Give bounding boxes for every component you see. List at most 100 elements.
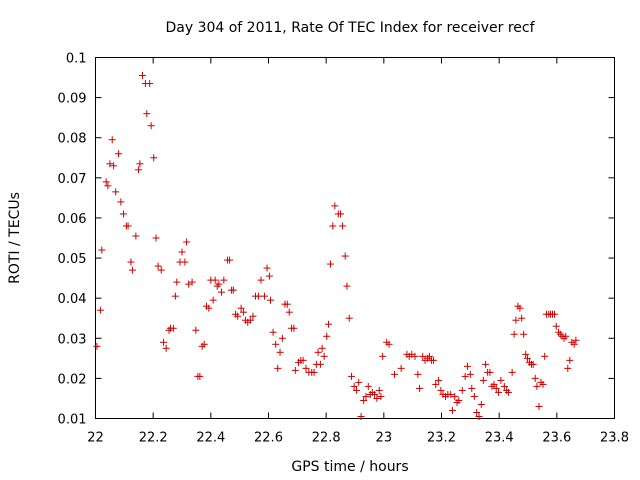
- data-point: [470, 392, 478, 400]
- data-point: [510, 330, 518, 338]
- x-tick-label: 23.4: [485, 431, 514, 446]
- data-point: [249, 312, 257, 320]
- data-point: [479, 376, 487, 384]
- tick-labels: 22 22.2 22.4 22.6 22.8 23 23.2 23.4 23.6 23.8 0.01…: [58, 52, 629, 446]
- plot-area-frame: [95, 57, 615, 419]
- data-point: [362, 392, 370, 400]
- chart-title: Day 304 of 2011, Rate Of TEC Index for r…: [165, 20, 535, 36]
- x-tick-label: 22.4: [196, 431, 225, 446]
- data-points: [93, 72, 580, 420]
- data-point: [146, 80, 154, 88]
- data-point: [437, 386, 445, 394]
- data-point: [154, 262, 162, 270]
- data-point: [117, 198, 125, 206]
- data-point: [419, 352, 427, 360]
- data-point: [326, 260, 334, 268]
- data-point: [458, 386, 466, 394]
- data-point: [102, 178, 110, 186]
- data-point: [150, 154, 158, 162]
- x-axis-label: GPS time / hours: [291, 459, 408, 475]
- data-point: [138, 72, 146, 80]
- data-point: [411, 352, 419, 360]
- data-point: [377, 392, 385, 400]
- data-point: [572, 336, 580, 344]
- data-point: [451, 392, 459, 400]
- data-point: [171, 292, 179, 300]
- data-point: [128, 266, 136, 274]
- data-point: [226, 256, 234, 264]
- data-point: [447, 390, 455, 398]
- data-point: [385, 340, 393, 348]
- data-point: [108, 136, 116, 144]
- y-tick-label: 0.05: [58, 252, 87, 267]
- data-point: [124, 222, 132, 230]
- data-point: [96, 306, 104, 314]
- data-point: [178, 248, 186, 256]
- data-point: [337, 210, 345, 218]
- data-point: [379, 352, 387, 360]
- data-point: [523, 354, 531, 362]
- data-point: [508, 368, 516, 376]
- data-point: [143, 110, 151, 118]
- data-point: [360, 396, 368, 404]
- data-point: [486, 368, 494, 376]
- data-point: [468, 384, 476, 392]
- data-point: [533, 382, 541, 390]
- data-point: [209, 296, 217, 304]
- data-point: [218, 288, 226, 296]
- data-point: [132, 232, 140, 240]
- data-point: [495, 388, 503, 396]
- data-point: [341, 252, 349, 260]
- data-point: [246, 316, 254, 324]
- data-point: [552, 322, 560, 330]
- data-point: [466, 370, 474, 378]
- y-tick-label: 0.01: [58, 413, 87, 428]
- data-point: [429, 356, 437, 364]
- data-point: [500, 382, 508, 390]
- data-point: [461, 372, 469, 380]
- data-point: [215, 280, 223, 288]
- data-point: [276, 348, 284, 356]
- y-tick-label: 0.09: [58, 92, 87, 107]
- data-point: [482, 360, 490, 368]
- data-point: [425, 352, 433, 360]
- data-point: [263, 264, 271, 272]
- data-point: [119, 210, 127, 218]
- data-point: [162, 344, 170, 352]
- data-point: [183, 238, 191, 246]
- data-point: [152, 234, 160, 242]
- data-point: [535, 402, 543, 410]
- x-tick-label: 22.2: [139, 431, 168, 446]
- data-point: [254, 292, 262, 300]
- x-tick-label: 23.6: [542, 431, 571, 446]
- data-point: [345, 314, 353, 322]
- data-point: [173, 278, 181, 286]
- y-tick-label: 0.04: [58, 292, 87, 307]
- data-point: [324, 320, 332, 328]
- data-point: [314, 348, 322, 356]
- data-point: [269, 328, 277, 336]
- data-point: [229, 286, 237, 294]
- data-point: [570, 340, 578, 348]
- data-point: [504, 388, 512, 396]
- data-point: [196, 372, 204, 380]
- x-tick-label: 22: [87, 431, 104, 446]
- data-point: [531, 374, 539, 382]
- data-point: [352, 386, 360, 394]
- data-point: [416, 384, 424, 392]
- data-point: [147, 122, 155, 130]
- y-axis-label: ROTI / TECUs: [7, 192, 23, 284]
- data-point: [302, 364, 310, 372]
- data-point: [397, 364, 405, 372]
- data-point: [112, 188, 120, 196]
- data-point: [104, 182, 112, 190]
- data-point: [283, 300, 291, 308]
- data-point: [234, 312, 242, 320]
- y-tick-label: 0.02: [58, 372, 87, 387]
- data-point: [357, 412, 365, 420]
- data-point: [98, 246, 106, 254]
- data-point: [477, 400, 485, 408]
- data-point: [291, 366, 299, 374]
- data-point: [516, 304, 524, 312]
